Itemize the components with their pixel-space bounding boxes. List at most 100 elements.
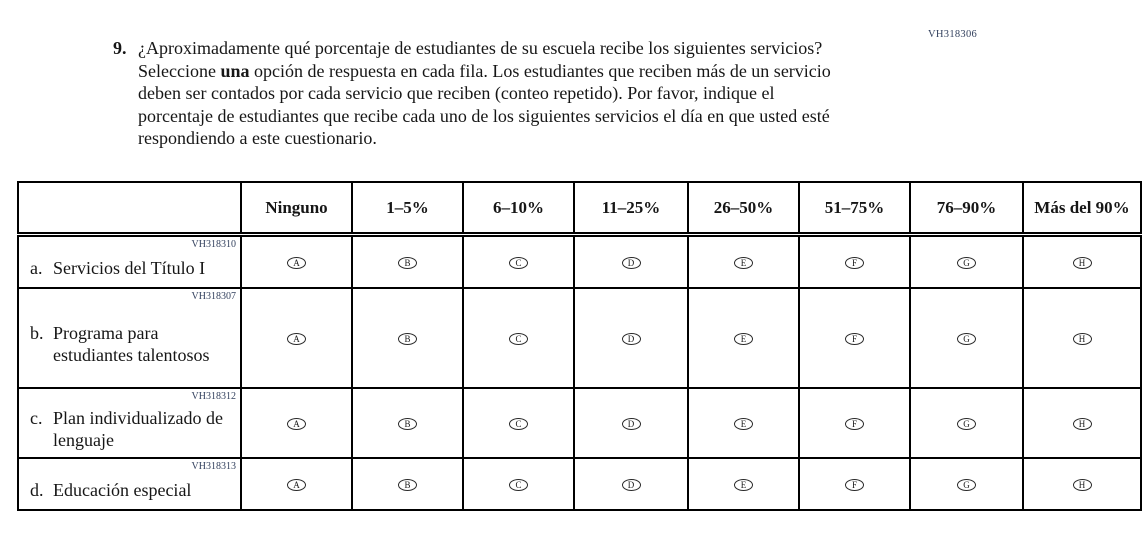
header-row: Ninguno 1–5% 6–10% 11–25% 26–50% 51–75% 76–90%… (17, 181, 1142, 237)
option-bubble-g[interactable]: G (957, 479, 976, 491)
option-bubble-e[interactable]: E (734, 479, 753, 491)
column-header: 51–75% (798, 181, 911, 237)
option-cell: D (573, 387, 689, 459)
option-bubble-c[interactable]: C (509, 479, 528, 491)
option-cell: C (462, 387, 575, 459)
option-bubble-c[interactable]: C (509, 333, 528, 345)
row-code: VH318307 (191, 291, 236, 302)
option-cell: E (687, 387, 800, 459)
row-label-letter: d. (30, 479, 44, 500)
option-bubble-e[interactable]: E (734, 333, 753, 345)
option-bubble-a[interactable]: A (287, 418, 306, 430)
option-cell: A (240, 457, 353, 511)
row-label-cell: VH318310 a. Servicios del Título I (17, 233, 242, 289)
option-bubble-e[interactable]: E (734, 418, 753, 430)
row-label: d. Educación especial (30, 479, 191, 501)
option-cell: G (909, 233, 1024, 289)
row-label-letter: b. (30, 322, 44, 343)
row-code: VH318313 (191, 461, 236, 472)
table-row: VH318307 b. Programa para estudiantes tale… (17, 287, 1142, 389)
option-cell: F (798, 287, 911, 389)
option-bubble-g[interactable]: G (957, 257, 976, 269)
option-cell: A (240, 233, 353, 289)
row-code: VH318310 (191, 239, 236, 250)
option-cell: F (798, 387, 911, 459)
row-code: VH318312 (191, 391, 236, 402)
option-bubble-a[interactable]: A (287, 333, 306, 345)
option-bubble-h[interactable]: H (1072, 257, 1092, 269)
option-bubble-g[interactable]: G (957, 333, 976, 345)
option-cell: H (1022, 233, 1142, 289)
option-bubble-f[interactable]: F (845, 418, 864, 430)
column-header: 6–10% (462, 181, 575, 237)
option-bubble-b[interactable]: B (398, 257, 417, 269)
option-bubble-c[interactable]: C (509, 418, 528, 430)
table-row: VH318312 c. Plan individualizado de lengua… (17, 387, 1142, 459)
row-label: c. Plan individualizado de lenguaje (30, 407, 234, 451)
table-row: VH318313 d. Educación especial A B C D E F G H (17, 457, 1142, 511)
option-cell: A (240, 287, 353, 389)
option-cell: H (1022, 387, 1142, 459)
option-cell: G (909, 387, 1024, 459)
option-bubble-d[interactable]: D (621, 479, 641, 491)
option-cell: F (798, 457, 911, 511)
option-cell: A (240, 387, 353, 459)
row-label-letter: a. (30, 257, 43, 278)
option-cell: H (1022, 287, 1142, 389)
option-bubble-h[interactable]: H (1072, 418, 1092, 430)
column-header: Ninguno (240, 181, 353, 237)
row-label: b. Programa para estudiantes talentosos (30, 322, 234, 366)
option-cell: G (909, 287, 1024, 389)
question-block: 9. ¿Aproximadamente qué porcentaje de es… (113, 37, 885, 150)
option-cell: B (351, 233, 464, 289)
option-bubble-f[interactable]: F (845, 257, 864, 269)
option-bubble-d[interactable]: D (621, 257, 641, 269)
option-bubble-f[interactable]: F (845, 333, 864, 345)
option-cell: H (1022, 457, 1142, 511)
option-cell: D (573, 457, 689, 511)
column-header: 1–5% (351, 181, 464, 237)
option-bubble-h[interactable]: H (1072, 479, 1092, 491)
option-cell: D (573, 287, 689, 389)
row-label-text: Educación especial (53, 479, 192, 500)
option-bubble-b[interactable]: B (398, 418, 417, 430)
option-cell: B (351, 457, 464, 511)
option-cell: D (573, 233, 689, 289)
question-text-bold: una (220, 60, 250, 81)
row-label-letter: c. (30, 407, 43, 428)
option-bubble-e[interactable]: E (734, 257, 753, 269)
option-cell: E (687, 233, 800, 289)
row-label-text: Programa para estudiantes talentosos (53, 322, 210, 365)
row-label-text: Plan individualizado de lenguaje (53, 407, 223, 450)
option-bubble-b[interactable]: B (398, 479, 417, 491)
percentage-options-table: Ninguno 1–5% 6–10% 11–25% 26–50% 51–75% 76–90%… (17, 181, 1142, 511)
column-header: 76–90% (909, 181, 1024, 237)
option-bubble-f[interactable]: F (845, 479, 864, 491)
option-cell: C (462, 457, 575, 511)
option-bubble-a[interactable]: A (287, 479, 306, 491)
option-bubble-d[interactable]: D (621, 333, 641, 345)
form-code: VH318306 (928, 29, 978, 40)
column-header: 11–25% (573, 181, 689, 237)
option-cell: G (909, 457, 1024, 511)
option-bubble-a[interactable]: A (287, 257, 306, 269)
option-cell: C (462, 287, 575, 389)
option-cell: B (351, 287, 464, 389)
option-bubble-g[interactable]: G (957, 418, 976, 430)
option-cell: F (798, 233, 911, 289)
corner-cell (17, 181, 242, 237)
option-cell: E (687, 287, 800, 389)
option-bubble-b[interactable]: B (398, 333, 417, 345)
option-bubble-h[interactable]: H (1072, 333, 1092, 345)
option-bubble-d[interactable]: D (621, 418, 641, 430)
question-text: ¿Aproximadamente qué porcentaje de estud… (138, 37, 850, 150)
row-label-cell: VH318307 b. Programa para estudiantes tale… (17, 287, 242, 389)
row-label-cell: VH318313 d. Educación especial (17, 457, 242, 511)
column-header: Más del 90% (1022, 181, 1142, 237)
option-cell: B (351, 387, 464, 459)
column-header: 26–50% (687, 181, 800, 237)
question-number: 9. (113, 38, 127, 58)
row-label: a. Servicios del Título I (30, 257, 205, 279)
option-bubble-c[interactable]: C (509, 257, 528, 269)
